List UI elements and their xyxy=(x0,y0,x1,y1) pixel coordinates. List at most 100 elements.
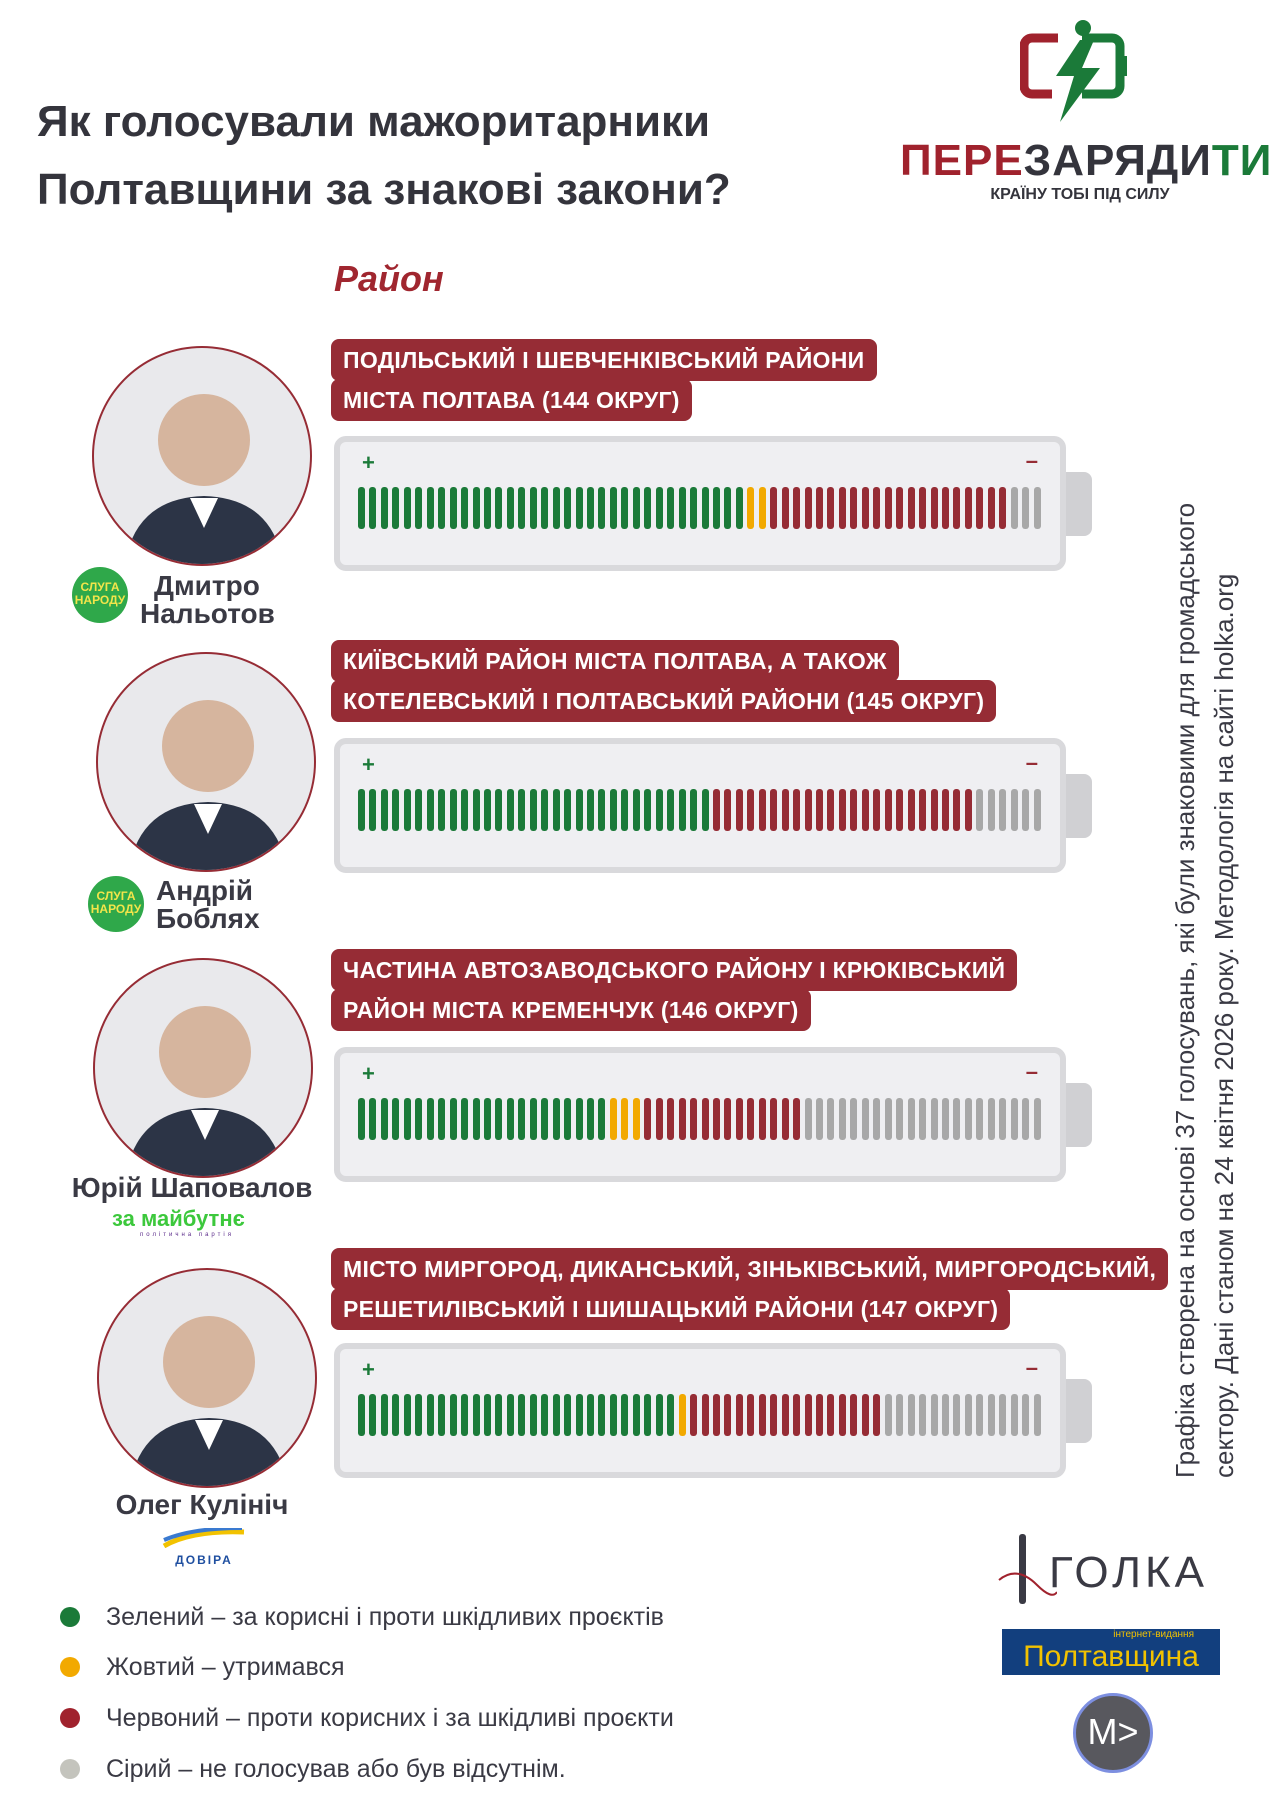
plus-sign: + xyxy=(362,1357,375,1382)
district-line: РАЙОН МІСТА КРЕМЕНЧУК (146 ОКРУГ) xyxy=(331,989,811,1031)
district-label: КИЇВСЬКИЙ РАЙОН МІСТА ПОЛТАВА, А ТАКОЖ К… xyxy=(331,640,1191,722)
vote-bar-red xyxy=(724,1098,732,1140)
vote-bar-red xyxy=(758,1098,766,1140)
person-silhouette-icon xyxy=(128,700,288,870)
vote-bar-green xyxy=(426,1394,434,1436)
vote-bar-red xyxy=(941,789,949,831)
vote-bar-green xyxy=(506,1098,514,1140)
vote-bar-green xyxy=(415,1098,423,1140)
vote-bar-green xyxy=(690,789,698,831)
vote-bar-green xyxy=(449,789,457,831)
vote-bar-red xyxy=(781,1394,789,1436)
holka-logo: ГОЛКА xyxy=(997,1530,1207,1610)
vote-bar-green xyxy=(552,1394,560,1436)
vote-bar-green xyxy=(529,487,537,529)
vote-bar-green xyxy=(701,487,709,529)
vote-bar-green xyxy=(495,1394,503,1436)
vote-bar-green xyxy=(575,487,583,529)
vote-bar-green xyxy=(369,1394,377,1436)
vote-bar-green xyxy=(495,789,503,831)
vote-bar-green xyxy=(632,487,640,529)
vote-bar-green xyxy=(449,1394,457,1436)
title-line: Полтавщини за знакові закони? xyxy=(37,165,731,214)
vote-bar-gray xyxy=(804,1098,812,1140)
battery-lightning-icon xyxy=(1020,20,1127,122)
deputy-photo xyxy=(92,346,312,566)
district-label: ПОДІЛЬСЬКИЙ І ШЕВЧЕНКІВСЬКИЙ РАЙОНИ МІСТ… xyxy=(331,339,1191,421)
vote-bar-red xyxy=(793,487,801,529)
vote-bar-green xyxy=(415,487,423,529)
vote-bar-gray xyxy=(1033,487,1041,529)
minus-sign: – xyxy=(1025,1059,1038,1084)
vote-bar-green xyxy=(655,487,663,529)
section-label: Район xyxy=(334,258,444,299)
vote-bar-red xyxy=(781,1098,789,1140)
vote-bar-red xyxy=(964,487,972,529)
vote-bar-gray xyxy=(964,1098,972,1140)
vote-bar-gray xyxy=(884,1098,892,1140)
vote-bar-green xyxy=(655,1394,663,1436)
vote-bar-green xyxy=(449,1098,457,1140)
vote-bar-red xyxy=(712,1394,720,1436)
vote-bar-red xyxy=(758,789,766,831)
vote-battery: + – xyxy=(334,436,1066,571)
vote-bar-red xyxy=(919,789,927,831)
vote-bar-green xyxy=(587,1394,594,1436)
deputy-name: Андрій Боблях xyxy=(156,875,260,934)
vote-bar-red xyxy=(793,789,801,831)
vote-bar-green xyxy=(541,487,549,529)
vote-bar-red xyxy=(804,487,812,529)
methodology-note: Графіка створена на основі 37 голосувань… xyxy=(1170,502,1239,1478)
vote-bar-green xyxy=(472,487,480,529)
vote-bar-red xyxy=(884,789,892,831)
vote-bar-green xyxy=(438,789,446,831)
vote-bar-red xyxy=(838,487,846,529)
vote-bar-green xyxy=(575,1394,583,1436)
deputy-name: Дмитро Нальотов xyxy=(140,570,275,629)
vote-bar-red xyxy=(701,1394,709,1436)
vote-bar-red xyxy=(667,1098,675,1140)
vote-bar-green xyxy=(483,487,491,529)
district-line: КОТЕЛЕВСЬКИЙ І ПОЛТАВСЬКИЙ РАЙОНИ (145 О… xyxy=(331,680,997,722)
vote-bar-red xyxy=(873,1394,881,1436)
vote-bar-green xyxy=(380,1394,388,1436)
legend-item: Сірий – не голосував або був відсутнім. xyxy=(60,1755,566,1784)
vote-bar-gray xyxy=(930,1098,938,1140)
vote-bar-gray xyxy=(976,789,984,831)
legend-dot-icon xyxy=(60,1708,80,1728)
logo-tagline: КРАЇНУ ТОБІ ПІД СИЛУ xyxy=(990,186,1170,203)
vote-bar-red xyxy=(850,487,858,529)
vote-bar-green xyxy=(518,487,526,529)
vote-bar-green xyxy=(575,789,583,831)
person-silhouette-icon xyxy=(124,394,284,564)
vote-bar-red xyxy=(735,1098,743,1140)
vote-bar-green xyxy=(690,487,698,529)
vote-bar-green xyxy=(678,789,686,831)
vote-bar-red xyxy=(747,789,755,831)
vote-bar-green xyxy=(461,1098,469,1140)
vote-bar-gray xyxy=(999,789,1007,831)
vote-bar-red xyxy=(896,487,904,529)
vote-bar-green xyxy=(392,487,400,529)
minus-sign: – xyxy=(1025,448,1038,473)
vote-bar-green xyxy=(495,487,503,529)
vote-bar-red xyxy=(724,789,732,831)
vote-bar-green xyxy=(529,1394,537,1436)
vote-bar-red xyxy=(758,1394,766,1436)
legend-item: Червоний – проти корисних і за шкідливі … xyxy=(60,1704,674,1733)
deputy-name: Олег Кулініч xyxy=(115,1489,289,1520)
legend-dot-icon xyxy=(60,1759,80,1779)
vote-bar-green xyxy=(621,1394,629,1436)
vote-bar-red xyxy=(999,487,1007,529)
deputy-name: Юрій Шаповалов xyxy=(71,1172,313,1203)
vote-bar-green xyxy=(472,1098,480,1140)
legend-dot-icon xyxy=(60,1657,80,1677)
vote-bar-gray xyxy=(816,1098,823,1140)
vote-bar-red xyxy=(987,487,995,529)
vote-bar-red xyxy=(850,789,858,831)
vote-bar-gray xyxy=(1010,789,1018,831)
district-line: МІСТО МИРГОРОД, ДИКАНСЬКИЙ, ЗІНЬКІВСЬКИЙ… xyxy=(331,1248,1169,1290)
vote-bar-red xyxy=(770,1394,778,1436)
vote-bar-green xyxy=(369,789,377,831)
vote-bar-green xyxy=(518,789,526,831)
